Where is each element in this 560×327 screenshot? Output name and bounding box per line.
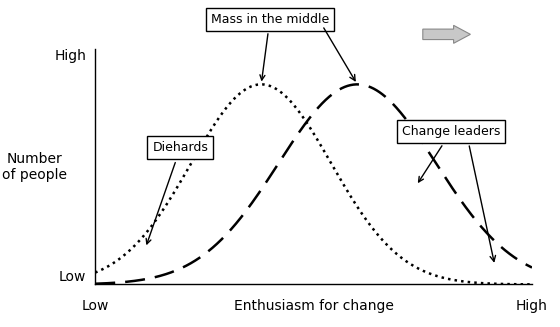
Text: High: High — [516, 299, 548, 313]
Text: Low: Low — [59, 270, 86, 284]
Text: High: High — [54, 49, 86, 63]
Text: Change leaders: Change leaders — [402, 125, 501, 182]
Text: Low: Low — [82, 299, 109, 313]
Text: Diehards: Diehards — [146, 142, 208, 244]
Text: Mass in the middle: Mass in the middle — [211, 12, 329, 80]
Text: Number
of people: Number of people — [2, 152, 67, 182]
Text: Enthusiasm for change: Enthusiasm for change — [234, 299, 394, 313]
